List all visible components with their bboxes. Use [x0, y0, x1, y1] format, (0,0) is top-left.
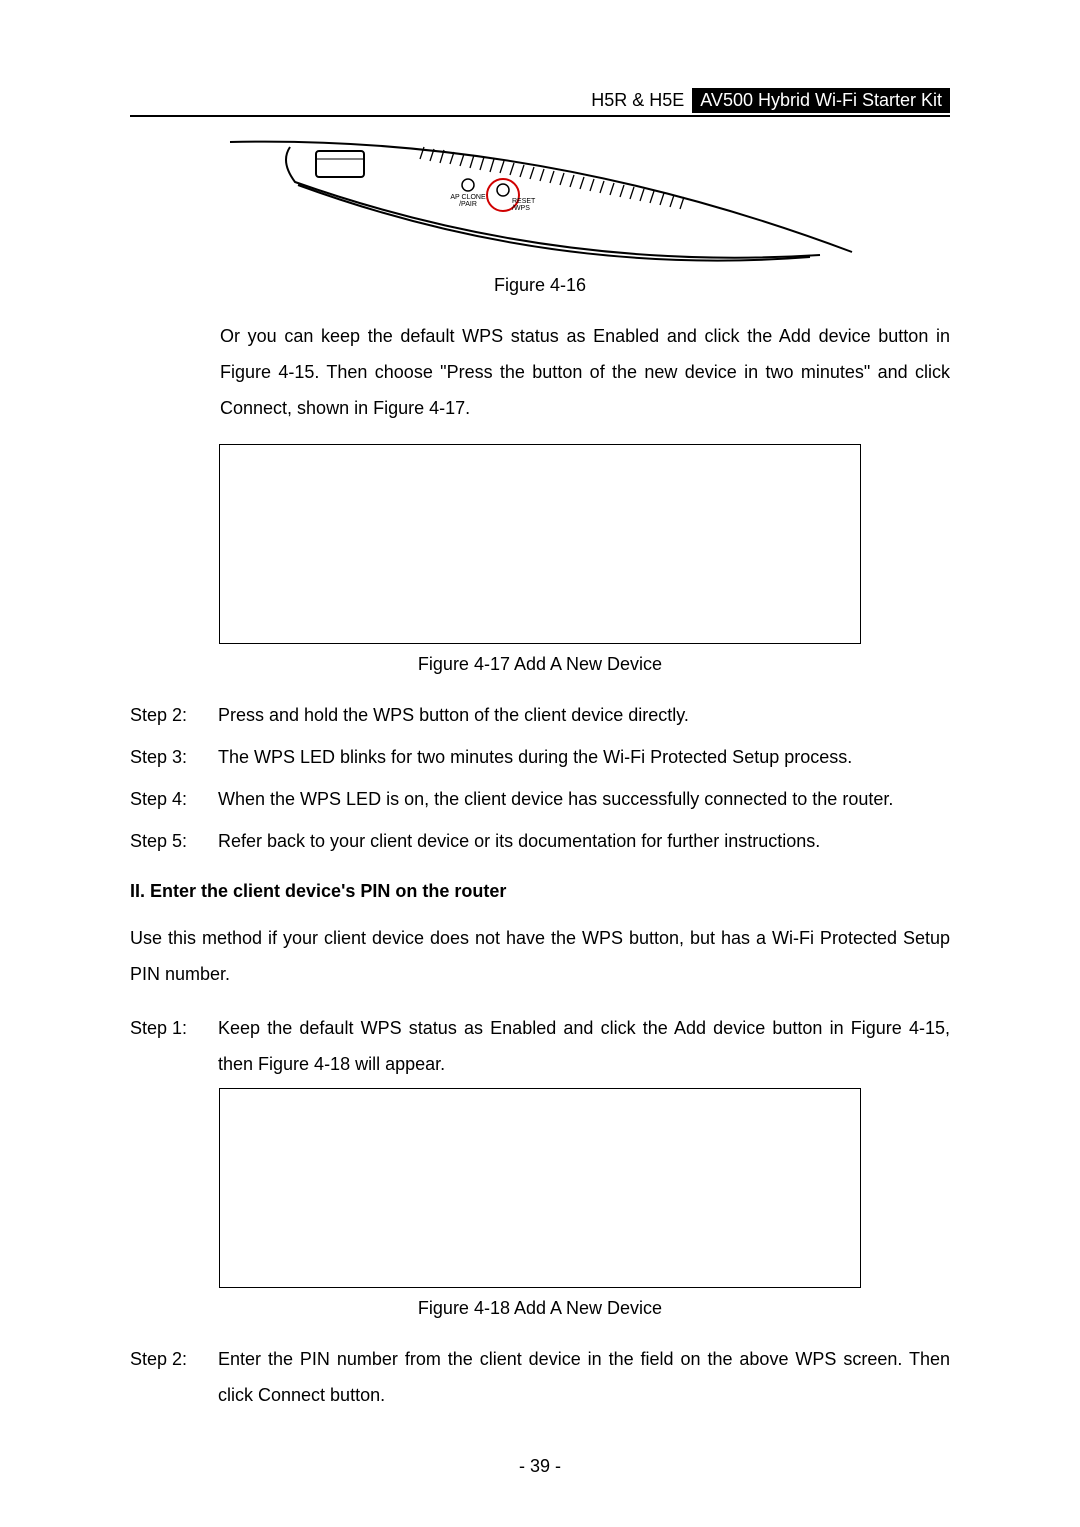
page-header: H5R & H5E AV500 Hybrid Wi-Fi Starter Kit: [130, 88, 950, 117]
figure-4-16-caption: Figure 4-16: [130, 275, 950, 296]
step-4-text: When the WPS LED is on, the client devic…: [218, 781, 950, 817]
section2-step-1-label: Step 1:: [130, 1010, 218, 1082]
page-number: - 39 -: [0, 1456, 1080, 1477]
document-page: H5R & H5E AV500 Hybrid Wi-Fi Starter Kit: [0, 0, 1080, 1527]
step-5-text: Refer back to your client device or its …: [218, 823, 950, 859]
step-2-label: Step 2:: [130, 697, 218, 733]
step-3-text: The WPS LED blinks for two minutes durin…: [218, 739, 950, 775]
step-5-row: Step 5: Refer back to your client device…: [130, 823, 950, 859]
step-3-label: Step 3:: [130, 739, 218, 775]
figure-4-17-caption: Figure 4-17 Add A New Device: [130, 654, 950, 675]
section2-step-1-row: Step 1: Keep the default WPS status as E…: [130, 1010, 950, 1082]
section2-step-2-row: Step 2: Enter the PIN number from the cl…: [130, 1341, 950, 1413]
label-ap-clone: AP CLONE: [450, 194, 486, 201]
label-reset: RESET: [512, 198, 536, 205]
figure-4-18-caption: Figure 4-18 Add A New Device: [130, 1298, 950, 1319]
step-4-row: Step 4: When the WPS LED is on, the clie…: [130, 781, 950, 817]
step-3-row: Step 3: The WPS LED blinks for two minut…: [130, 739, 950, 775]
device-arc-svg: AP CLONE /PAIR RESET /WPS: [220, 137, 860, 267]
section2-step-2-label: Step 2:: [130, 1341, 218, 1413]
figure-4-17-box: [219, 444, 861, 644]
paragraph-after-fig16: Or you can keep the default WPS status a…: [130, 318, 950, 426]
section-ii-paragraph: Use this method if your client device do…: [130, 920, 950, 992]
step-2-text: Press and hold the WPS button of the cli…: [218, 697, 950, 733]
figure-4-16-diagram: AP CLONE /PAIR RESET /WPS: [220, 137, 860, 267]
section2-step-2-text: Enter the PIN number from the client dev…: [218, 1341, 950, 1413]
step-4-label: Step 4:: [130, 781, 218, 817]
header-product: AV500 Hybrid Wi-Fi Starter Kit: [692, 88, 950, 113]
header-model: H5R & H5E: [591, 90, 692, 111]
section2-step-1-text: Keep the default WPS status as Enabled a…: [218, 1010, 950, 1082]
label-pair: /PAIR: [459, 201, 477, 208]
label-wps: /WPS: [512, 205, 530, 212]
step-5-label: Step 5:: [130, 823, 218, 859]
section-ii-heading: II. Enter the client device's PIN on the…: [130, 881, 950, 902]
figure-4-18-box: [219, 1088, 861, 1288]
step-2-row: Step 2: Press and hold the WPS button of…: [130, 697, 950, 733]
